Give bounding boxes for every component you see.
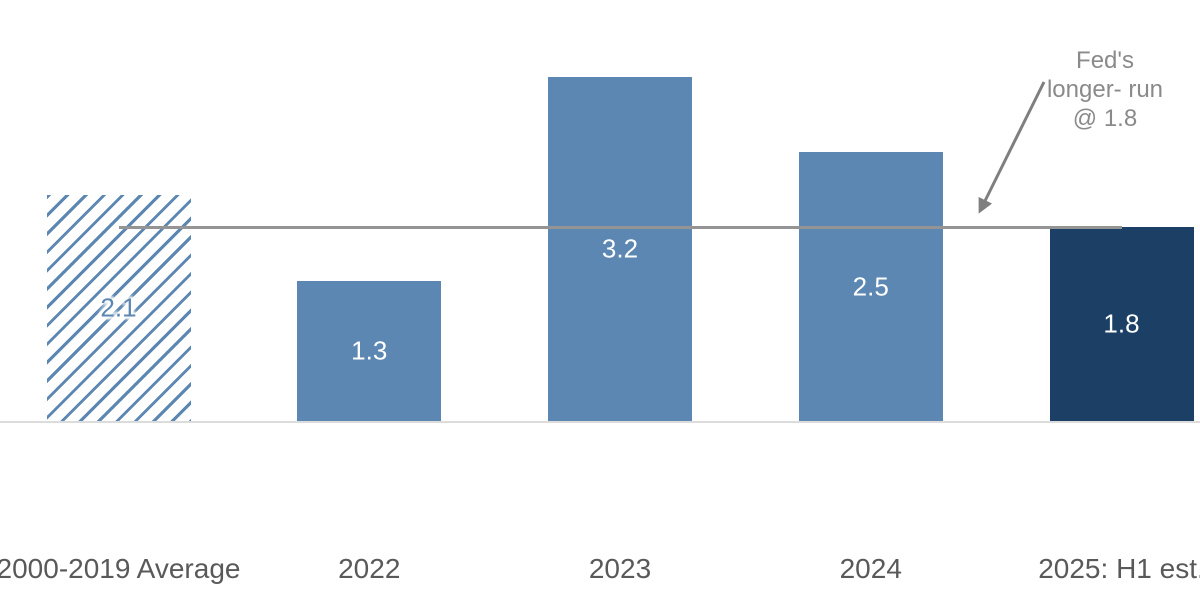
- value-label: 2.5: [852, 271, 889, 301]
- bar-2022: 1.3: [297, 281, 442, 421]
- annotation-arrow: [978, 81, 1046, 214]
- annotation-line-1: Fed's: [1076, 47, 1134, 74]
- category-label-4: 2024: [839, 553, 902, 584]
- category-label-2: 2022: [338, 553, 401, 584]
- annotation-line-2: longer- run: [1046, 76, 1164, 103]
- x-axis-line: [0, 421, 1200, 423]
- value-label: 3.2: [601, 233, 639, 264]
- value-label: 2.1: [100, 292, 137, 323]
- category-label-1: 2000-2019 Average: [0, 553, 241, 584]
- reference-line-annotation: Fed's longer- run @ 1.8: [1020, 46, 1190, 133]
- value-label: 1.3: [351, 335, 388, 366]
- category-label-3: 2023: [588, 553, 652, 584]
- value-label: 1.8: [1103, 308, 1140, 339]
- fed-longer-run-reference-line: [118, 226, 1122, 229]
- category-label-5: 2025: H1 est.: [1038, 553, 1200, 584]
- bar-2025-h1-est-: 1.8: [1049, 227, 1194, 421]
- bar-2024: 2.5: [798, 152, 943, 421]
- annotation-line-3: @ 1.8: [1072, 105, 1138, 132]
- bar-2023: 3.2: [548, 77, 692, 421]
